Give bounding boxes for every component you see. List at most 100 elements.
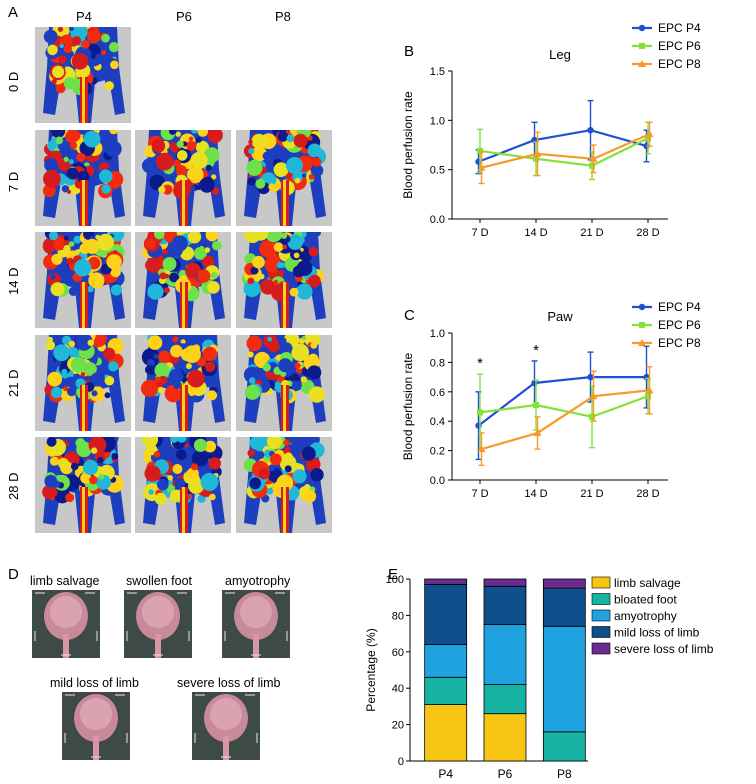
x-tick-label: 28 D <box>636 227 659 239</box>
bar-segment-severe-loss-of-limb <box>542 578 586 589</box>
legend-label: EPC P4 <box>658 21 701 35</box>
data-point <box>475 158 482 165</box>
bar-segment-severe-loss-of-limb <box>483 578 527 587</box>
legend-marker <box>638 339 646 346</box>
thermal-image <box>135 335 231 431</box>
series-line-epc-p4 <box>478 129 647 163</box>
panel-d-letter: D <box>8 566 19 583</box>
data-point <box>531 379 538 387</box>
thermal-image <box>135 232 231 328</box>
legend-label: limb salvage <box>614 576 681 590</box>
data-point <box>477 147 483 154</box>
data-point <box>477 163 486 171</box>
legend-label: EPC P6 <box>658 318 701 332</box>
legend-label: EPC P6 <box>658 39 701 53</box>
data-point <box>589 154 598 162</box>
y-tick-label: 0.0 <box>430 475 445 487</box>
x-tick-label: P8 <box>557 767 572 781</box>
bar-segment-mild-loss-of-limb <box>483 585 527 625</box>
y-tick-label: 60 <box>392 647 404 659</box>
thermal-image <box>236 335 332 431</box>
mouse-photo <box>32 590 100 658</box>
y-tick-label: 0.4 <box>430 416 445 428</box>
legend-label: EPC P8 <box>658 57 701 71</box>
data-point <box>589 413 595 420</box>
bar-segment-amyotrophy <box>483 624 527 685</box>
data-point <box>531 136 538 144</box>
column-header-p4: P4 <box>76 9 92 24</box>
thermal-image <box>35 437 131 533</box>
data-point <box>477 445 486 453</box>
bar-segment-mild-loss-of-limb <box>424 584 468 645</box>
y-tick-label: 0.8 <box>430 357 445 369</box>
y-tick-label: 80 <box>392 610 404 622</box>
thermal-image <box>35 232 131 328</box>
significance-marker: * <box>477 355 483 372</box>
thermal-image <box>135 130 231 226</box>
column-header-p8: P8 <box>275 9 291 24</box>
thermal-image <box>35 335 131 431</box>
bar-segment-amyotrophy <box>542 625 586 733</box>
thermal-image <box>236 232 332 328</box>
data-point <box>475 422 482 429</box>
legend-swatch <box>591 576 611 589</box>
y-tick-label: 0.5 <box>430 165 445 177</box>
photo-label-limb-salvage: limb salvage <box>30 574 100 588</box>
legend-swatch <box>591 626 611 638</box>
legend-marker <box>638 60 646 67</box>
series-line-epc-p8 <box>481 133 650 169</box>
data-point <box>533 155 539 162</box>
data-point <box>645 393 651 400</box>
chart-title: Leg <box>549 47 571 62</box>
mouse-photo <box>192 692 260 760</box>
panel-e-letter: E <box>388 566 399 583</box>
bar-segment-bloated-foot <box>483 684 527 715</box>
x-tick-label: P6 <box>498 767 513 781</box>
bar-segment-severe-loss-of-limb <box>424 578 468 585</box>
thermal-image <box>236 437 332 533</box>
y-tick-label: 1.0 <box>430 328 445 340</box>
legend-marker <box>639 43 645 49</box>
significance-marker: * <box>533 342 539 359</box>
series-line-epc-p6 <box>479 137 649 167</box>
thermal-image <box>135 437 231 533</box>
y-tick-label: 20 <box>392 720 404 732</box>
column-header-p6: P6 <box>176 9 192 24</box>
row-header-14d: 14 D <box>6 267 21 295</box>
y-tick-label: 40 <box>392 683 404 695</box>
mouse-photo <box>222 590 290 658</box>
x-tick-label: 7 D <box>471 488 488 500</box>
y-tick-label: 1.0 <box>430 115 445 127</box>
legend-label: mild loss of limb <box>614 626 700 640</box>
legend-label: EPC P8 <box>658 336 701 350</box>
panel-a-letter: A <box>8 4 19 21</box>
x-tick-label: 21 D <box>580 488 603 500</box>
data-point <box>643 142 650 150</box>
photo-label-mild-loss: mild loss of limb <box>50 676 139 690</box>
data-point <box>645 130 654 138</box>
y-tick-label: 0.2 <box>430 446 445 458</box>
x-tick-label: 28 D <box>636 488 659 500</box>
legend-swatch <box>591 642 611 655</box>
photo-label-amyotrophy: amyotrophy <box>225 574 291 588</box>
panel-b-letter: B <box>404 43 415 60</box>
series-line-epc-p6 <box>479 395 649 418</box>
legend-marker <box>638 24 646 32</box>
data-point <box>589 162 595 169</box>
bar-segment-limb-salvage <box>424 704 468 762</box>
bar-segment-limb-salvage <box>483 713 527 762</box>
row-header-0d: 0 D <box>6 71 21 92</box>
y-tick-label: 0.0 <box>430 214 445 226</box>
thermal-image <box>35 130 131 226</box>
mouse-photo <box>124 590 192 658</box>
data-point <box>645 135 651 142</box>
photo-label-severe-loss: severe loss of limb <box>177 676 281 690</box>
row-header-7d: 7 D <box>6 171 21 192</box>
x-tick-label: P4 <box>438 767 453 781</box>
bar-segment-mild-loss-of-limb <box>542 587 586 627</box>
legend-label: amyotrophy <box>614 609 677 623</box>
x-tick-label: 7 D <box>471 227 488 239</box>
photo-label-swollen-foot: swollen foot <box>126 574 193 588</box>
data-point <box>645 386 654 394</box>
bar-segment-bloated-foot <box>542 731 586 762</box>
